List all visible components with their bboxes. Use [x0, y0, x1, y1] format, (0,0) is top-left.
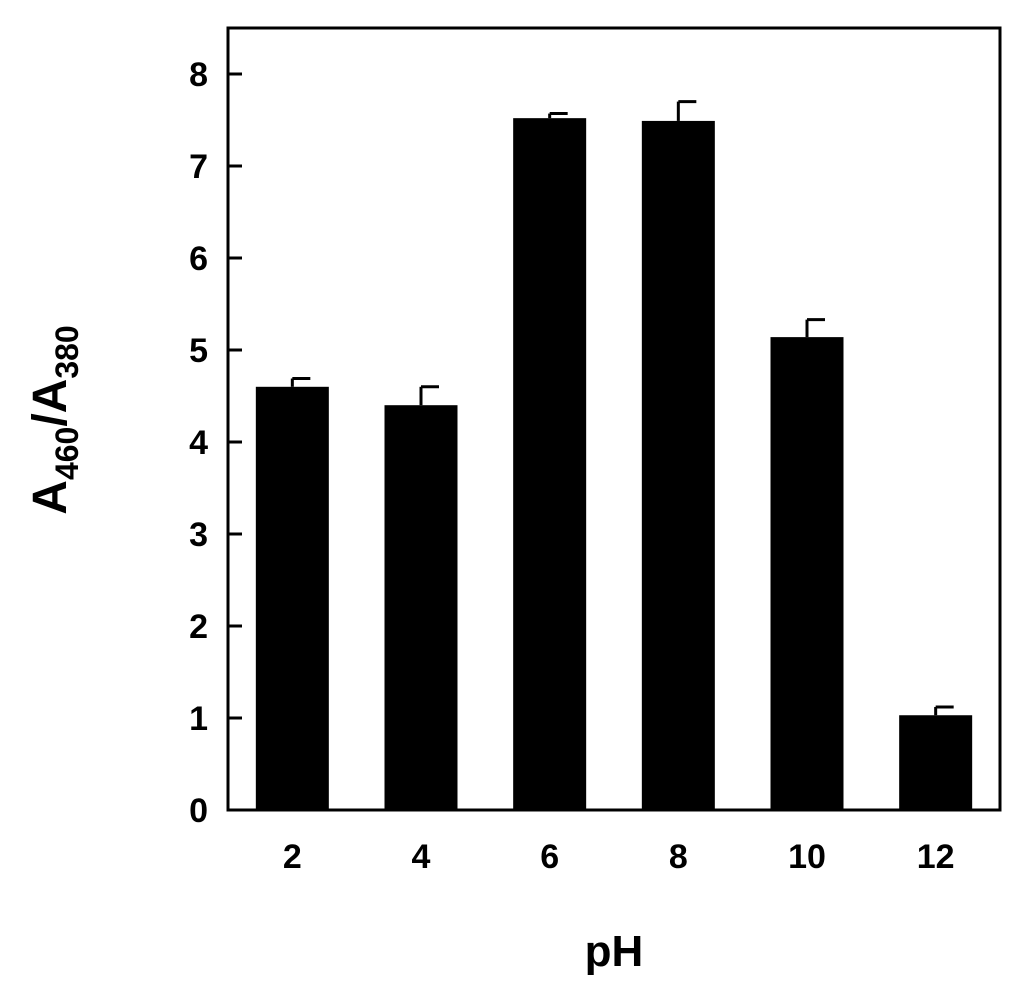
y-tick-label: 7 — [189, 148, 208, 186]
x-tick-label: 6 — [540, 838, 559, 876]
y-title-main: A — [24, 480, 77, 515]
x-tick-label: 4 — [412, 838, 431, 876]
bar-2 — [255, 386, 329, 810]
x-tick-label: 8 — [669, 838, 688, 876]
x-tick-label: 2 — [283, 838, 302, 876]
y-tick-label: 8 — [189, 56, 208, 94]
y-tick-label: 0 — [189, 792, 208, 830]
error-bar-8 — [676, 100, 697, 121]
x-axis-title: pH — [585, 927, 644, 976]
plot-frame — [226, 26, 1002, 812]
y-tick-label: 4 — [189, 424, 208, 462]
x-axis: 2 4 6 8 10 12 — [283, 838, 955, 876]
error-bars-layer — [290, 100, 954, 716]
y-title-sub2: 380 — [49, 325, 85, 378]
y-axis: 0 1 2 3 4 5 6 7 8 — [189, 56, 242, 830]
bars-layer — [255, 118, 973, 811]
error-bar-2 — [290, 377, 311, 387]
bar-8 — [641, 120, 715, 811]
bar-4 — [384, 405, 458, 810]
bar-6 — [513, 118, 587, 810]
bar-12 — [899, 715, 973, 810]
y-tick-label: 1 — [189, 700, 208, 738]
y-title-sub1: 460 — [49, 427, 85, 480]
bar-10 — [770, 337, 844, 810]
x-tick-label: 12 — [917, 838, 955, 876]
x-tick-label: 10 — [788, 838, 826, 876]
y-title-sep: /A — [24, 379, 77, 427]
y-tick-label: 3 — [189, 516, 208, 554]
y-tick-label: 2 — [189, 608, 208, 646]
y-tick-label: 6 — [189, 240, 208, 278]
y-tick-label: 5 — [189, 332, 208, 370]
error-bar-12 — [934, 705, 954, 716]
y-axis-title: A460/A380 — [24, 325, 85, 514]
error-bar-4 — [419, 385, 439, 406]
error-bar-6 — [548, 112, 568, 119]
error-bar-10 — [805, 318, 825, 338]
